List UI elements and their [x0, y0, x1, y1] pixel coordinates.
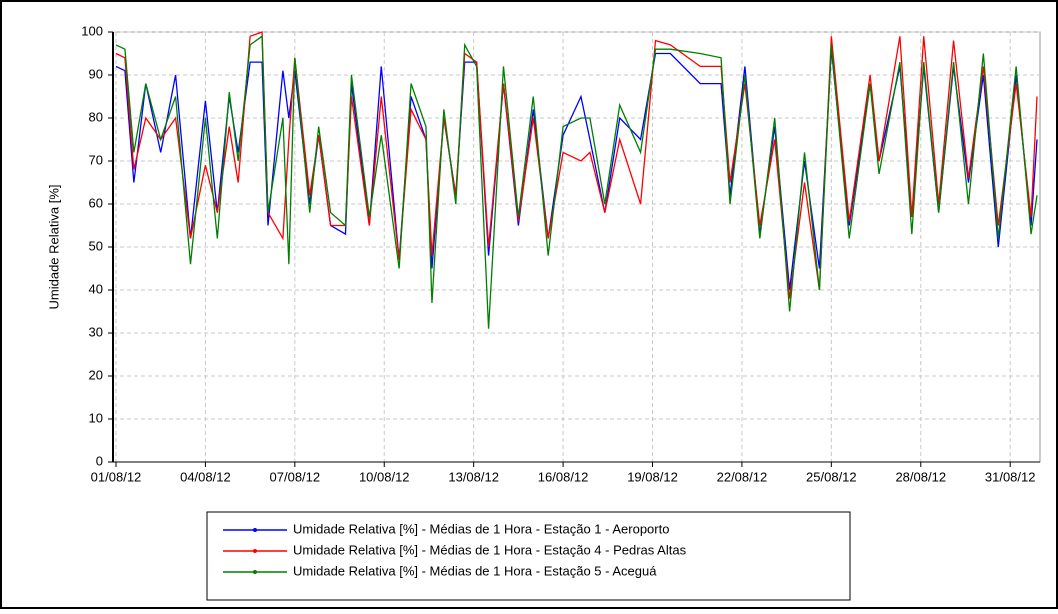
legend-marker	[253, 570, 257, 574]
series-line	[115, 35, 1038, 329]
legend-label: Umidade Relativa [%] - Médias de 1 Hora …	[293, 563, 657, 578]
legend-marker	[253, 528, 257, 532]
y-tick-label: 20	[89, 367, 103, 382]
y-tick-label: 0	[96, 453, 103, 468]
legend-label: Umidade Relativa [%] - Médias de 1 Hora …	[293, 542, 687, 557]
legend-box	[206, 511, 851, 601]
x-tick-label: 25/08/12	[806, 469, 857, 484]
x-tick-label: 01/08/12	[91, 469, 142, 484]
x-tick-label: 07/08/12	[270, 469, 321, 484]
x-tick-label: 19/08/12	[627, 469, 678, 484]
y-tick-label: 50	[89, 238, 103, 253]
y-axis-label: Umidade Relativa [%]	[46, 185, 61, 310]
y-tick-label: 70	[89, 152, 103, 167]
y-tick-label: 100	[81, 23, 103, 38]
legend-label: Umidade Relativa [%] - Médias de 1 Hora …	[293, 521, 669, 536]
y-tick-label: 80	[89, 109, 103, 124]
y-tick-label: 60	[89, 195, 103, 210]
x-tick-label: 10/08/12	[359, 469, 410, 484]
x-tick-label: 13/08/12	[448, 469, 499, 484]
y-tick-label: 90	[89, 66, 103, 81]
y-tick-label: 30	[89, 324, 103, 339]
y-tick-label: 10	[89, 410, 103, 425]
x-tick-label: 04/08/12	[180, 469, 231, 484]
y-tick-label: 40	[89, 281, 103, 296]
x-tick-label: 22/08/12	[717, 469, 768, 484]
x-tick-label: 28/08/12	[895, 469, 946, 484]
legend-marker	[253, 549, 257, 553]
x-tick-label: 16/08/12	[538, 469, 589, 484]
series-line	[115, 31, 1038, 299]
x-tick-label: 31/08/12	[985, 469, 1036, 484]
